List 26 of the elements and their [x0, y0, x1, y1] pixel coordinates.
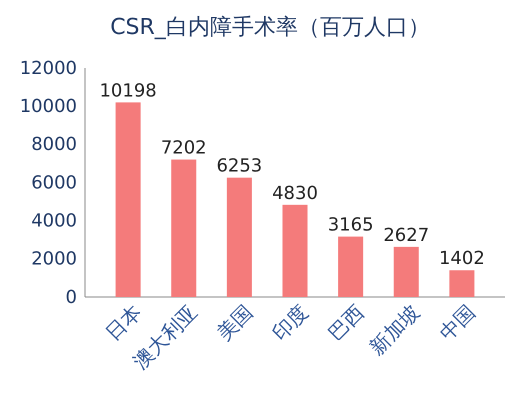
bar — [449, 270, 474, 297]
y-tick-label: 6000 — [31, 172, 77, 194]
y-tick-label: 10000 — [20, 96, 77, 117]
bar — [171, 160, 196, 297]
chart-title: CSR_白内障手术率（百万人口） — [110, 15, 430, 40]
y-tick-label: 0 — [66, 286, 77, 308]
bar — [282, 204, 308, 297]
y-tick-label: 2000 — [31, 248, 77, 270]
data-label: 10198 — [99, 80, 157, 102]
data-label: 2627 — [383, 224, 430, 246]
data-label: 4830 — [272, 182, 318, 204]
data-label: 7202 — [160, 138, 207, 159]
data-label: 6253 — [216, 156, 262, 177]
bar — [116, 102, 141, 297]
x-tick-label: 日本 — [100, 300, 146, 346]
y-tick-label: 12000 — [20, 58, 77, 79]
data-label: 1402 — [438, 248, 485, 270]
data-label: 3165 — [328, 214, 374, 236]
x-tick-label: 美国 — [212, 300, 258, 346]
bar — [338, 236, 364, 297]
x-tick-label: 印度 — [268, 300, 313, 346]
y-tick-label: 4000 — [31, 210, 77, 232]
y-tick-label: 8000 — [31, 134, 77, 156]
bar — [226, 178, 252, 297]
bar — [394, 246, 419, 297]
x-tick-label: 中国 — [434, 300, 480, 346]
